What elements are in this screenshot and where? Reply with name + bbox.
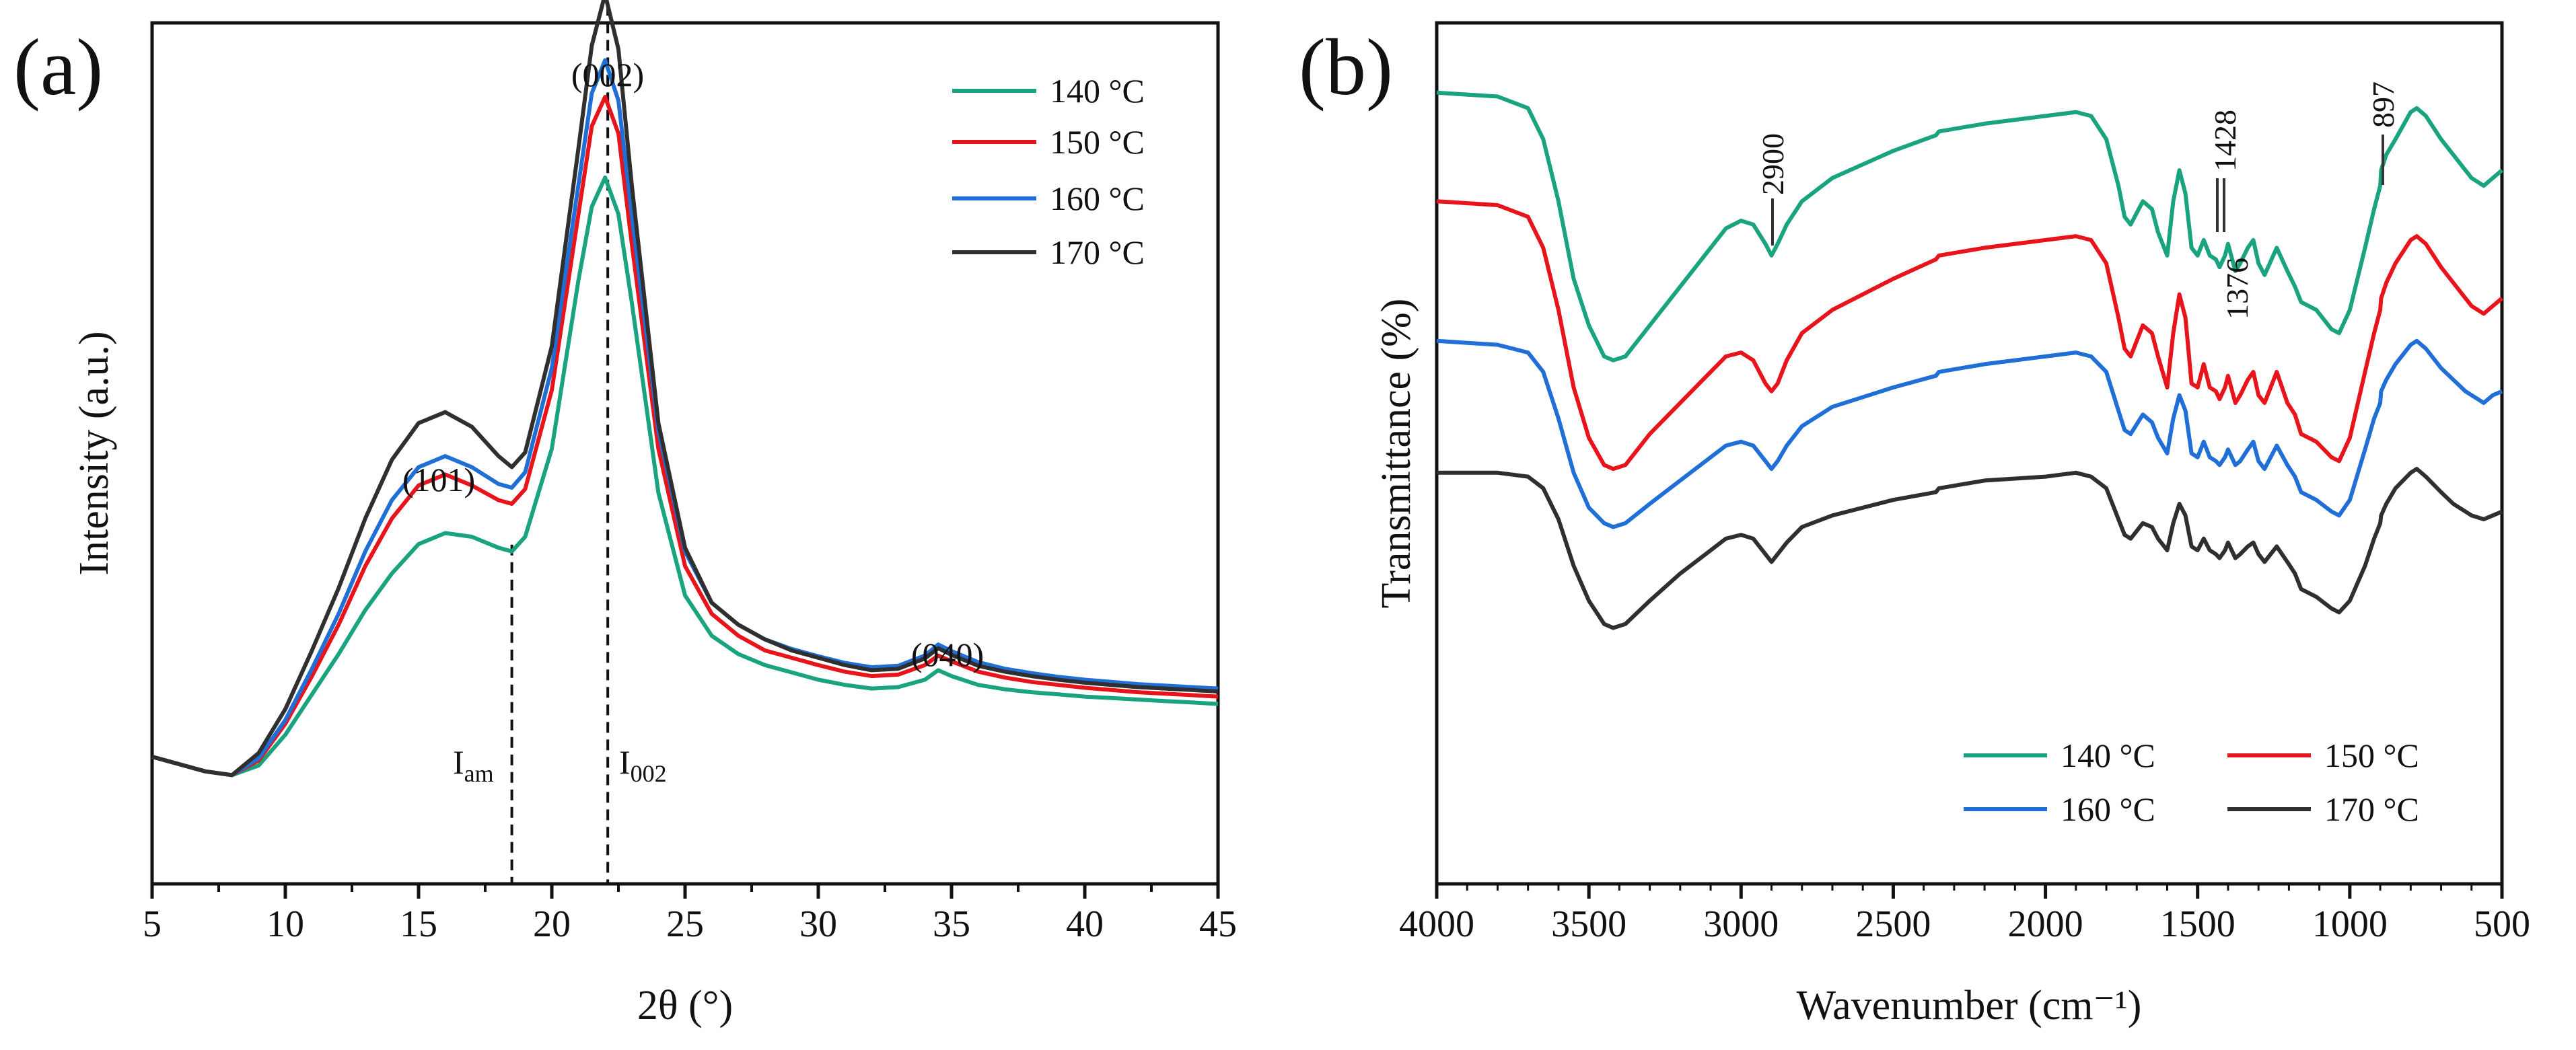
legend-a-150-label: 150 °C xyxy=(1050,123,1145,161)
legend-a-170-label: 170 °C xyxy=(1050,233,1145,271)
marker-i-am-label: Iam xyxy=(453,743,494,787)
panel-a-tick-labels: 5 10 15 20 25 30 35 40 45 xyxy=(143,903,1237,945)
panel-b-label: (b) xyxy=(1299,22,1393,112)
panel-b-x-axis-title: Wavenumber (cm⁻¹) xyxy=(1797,983,2142,1028)
panel-b-tick-labels: 4000 3500 3000 2500 2000 1500 1000 500 xyxy=(1399,903,2530,945)
a-tick-label-10: 10 xyxy=(266,903,304,945)
legend-a-140-label: 140 °C xyxy=(1050,72,1145,110)
peak-label-040: (040) xyxy=(911,636,984,673)
panel-b-series-lines xyxy=(1436,90,2503,630)
peak-label-101: (101) xyxy=(402,461,475,498)
b-series-line-140c xyxy=(1436,90,2503,363)
b-tick-label-4000: 4000 xyxy=(1399,903,1474,945)
legend-a-160-label: 160 °C xyxy=(1050,180,1145,217)
panel-b-y-axis-title: Transmittance (%) xyxy=(1373,299,1419,609)
peak-label-002: (002) xyxy=(571,56,644,93)
legend-b-160-label: 160 °C xyxy=(2061,790,2155,828)
b-series-line-170c xyxy=(1437,467,2503,630)
a-tick-label-15: 15 xyxy=(400,903,437,945)
b-tick-label-1000: 1000 xyxy=(2312,903,2388,945)
marker-i-am-subscript: am xyxy=(464,760,494,787)
a-series-line-170c xyxy=(151,0,1219,778)
legend-b-140-label: 140 °C xyxy=(2061,737,2155,774)
a-series-line-160c xyxy=(151,58,1219,778)
legend-b-150-label: 150 °C xyxy=(2324,737,2419,774)
a-tick-label-5: 5 xyxy=(143,903,162,945)
panel-a-series-lines xyxy=(151,0,1219,778)
b-tick-label-3500: 3500 xyxy=(1551,903,1626,945)
a-tick-label-40: 40 xyxy=(1066,903,1104,945)
panel-a-legend: 140 °C 150 °C 160 °C 170 °C xyxy=(952,72,1145,271)
panel-b-legend: 140 °C 150 °C 160 °C 170 °C xyxy=(1964,737,2419,828)
b-series-line-150c xyxy=(1436,199,2503,472)
panel-b-frame xyxy=(1435,21,2504,886)
a-series-line-140c xyxy=(151,175,1219,778)
marker-i-002-label: I002 xyxy=(619,743,667,787)
b-tick-label-1500: 1500 xyxy=(2160,903,2235,945)
a-tick-label-20: 20 xyxy=(533,903,571,945)
marker-i-002-letter: I xyxy=(619,743,631,781)
b-tick-label-3000: 3000 xyxy=(1703,903,1779,945)
a-tick-label-25: 25 xyxy=(666,903,704,945)
panel-a-x-axis-title: 2θ (°) xyxy=(637,983,733,1028)
panel-a-y-axis-title: Intensity (a.u.) xyxy=(71,331,117,575)
a-tick-label-45: 45 xyxy=(1199,903,1237,945)
b-tick-label-2500: 2500 xyxy=(1855,903,1931,945)
marker-i-002-subscript: 002 xyxy=(631,760,667,787)
b-tick-label-500: 500 xyxy=(2474,903,2530,945)
b-series-line-160c xyxy=(1436,338,2503,529)
panel-a-label: (a) xyxy=(13,22,103,112)
panel-b-ticks xyxy=(1435,884,2504,899)
legend-b-170-label: 170 °C xyxy=(2324,790,2419,828)
band-label-1376: 1376 xyxy=(2220,258,2254,320)
band-label-2900: 2900 xyxy=(1756,133,1790,195)
a-tick-label-30: 30 xyxy=(799,903,837,945)
panel-a-dashed-markers xyxy=(510,0,610,884)
panel-a-ticks xyxy=(150,884,1220,899)
marker-i-am-letter: I xyxy=(453,743,464,781)
panel-b-ftir: (b) 4000 3500 3000 2500 2000 1500 1000 500 Wave… xyxy=(1299,21,2530,1028)
a-tick-label-35: 35 xyxy=(933,903,970,945)
a-series-line-150c xyxy=(151,95,1219,778)
band-label-1428: 1428 xyxy=(2208,110,2242,172)
panel-a-xrd: (a) 5 10 15 20 25 30 35 40 45 2θ (°) Intensity (… xyxy=(13,0,1237,1028)
band-label-897: 897 xyxy=(2366,81,2400,128)
b-tick-label-2000: 2000 xyxy=(2008,903,2083,945)
